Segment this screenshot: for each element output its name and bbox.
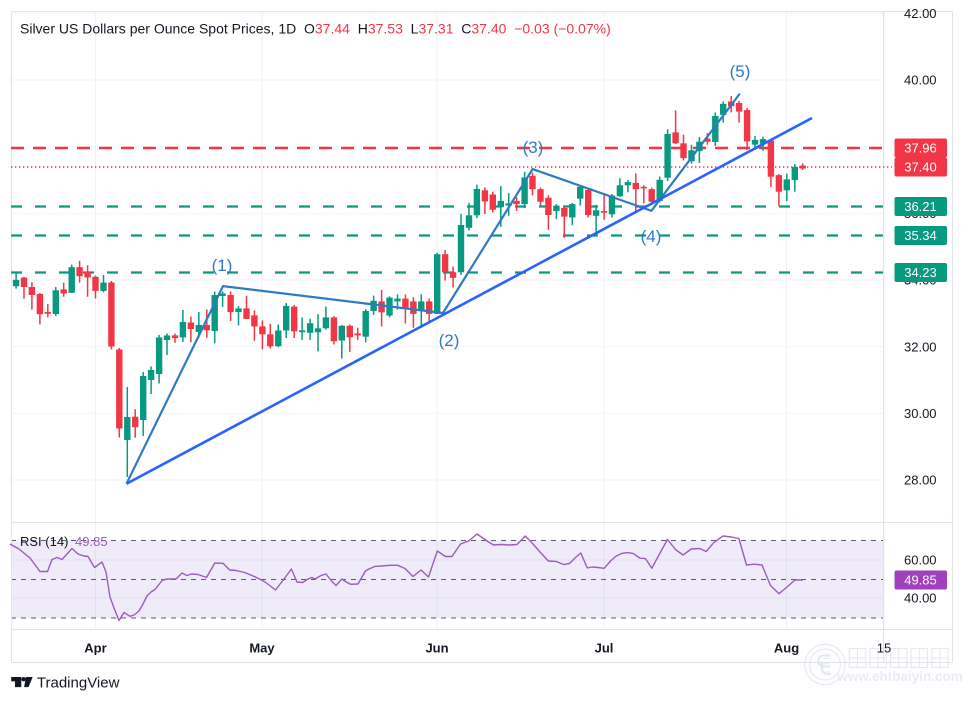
svg-text:40.00: 40.00 [904,591,937,606]
svg-text:37.40: 37.40 [904,160,937,175]
svg-text:32.00: 32.00 [904,339,937,354]
svg-text:www.ehtbaiyin.com: www.ehtbaiyin.com [836,669,963,684]
svg-text:(5): (5) [730,62,751,81]
svg-text:(3): (3) [523,138,544,157]
svg-text:RSI (14) 49.85: RSI (14) 49.85 [20,534,108,549]
svg-text:34.23: 34.23 [904,265,937,280]
svg-text:49.85: 49.85 [904,573,937,588]
svg-text:Silver US Dollars per Ounce Sp: Silver US Dollars per Ounce Spot Prices,… [20,21,611,37]
svg-text:15: 15 [877,641,891,656]
svg-text:40.00: 40.00 [904,73,937,88]
svg-text:(4): (4) [641,227,662,246]
svg-text:37.96: 37.96 [904,141,937,156]
svg-text:May: May [249,641,275,656]
svg-text:42.00: 42.00 [904,6,937,21]
svg-text:Apr: Apr [84,641,106,656]
svg-text:35.34: 35.34 [904,228,937,243]
svg-text:(2): (2) [439,331,460,350]
svg-text:30.00: 30.00 [904,406,937,421]
svg-text:(1): (1) [212,256,233,275]
svg-text:Jul: Jul [595,641,614,656]
svg-text:28.00: 28.00 [904,473,937,488]
svg-text:Aug: Aug [774,641,799,656]
svg-text:Jun: Jun [425,641,448,656]
svg-text:60.00: 60.00 [904,553,937,568]
svg-text:36.21: 36.21 [904,199,937,214]
svg-text:TradingView: TradingView [37,674,120,691]
